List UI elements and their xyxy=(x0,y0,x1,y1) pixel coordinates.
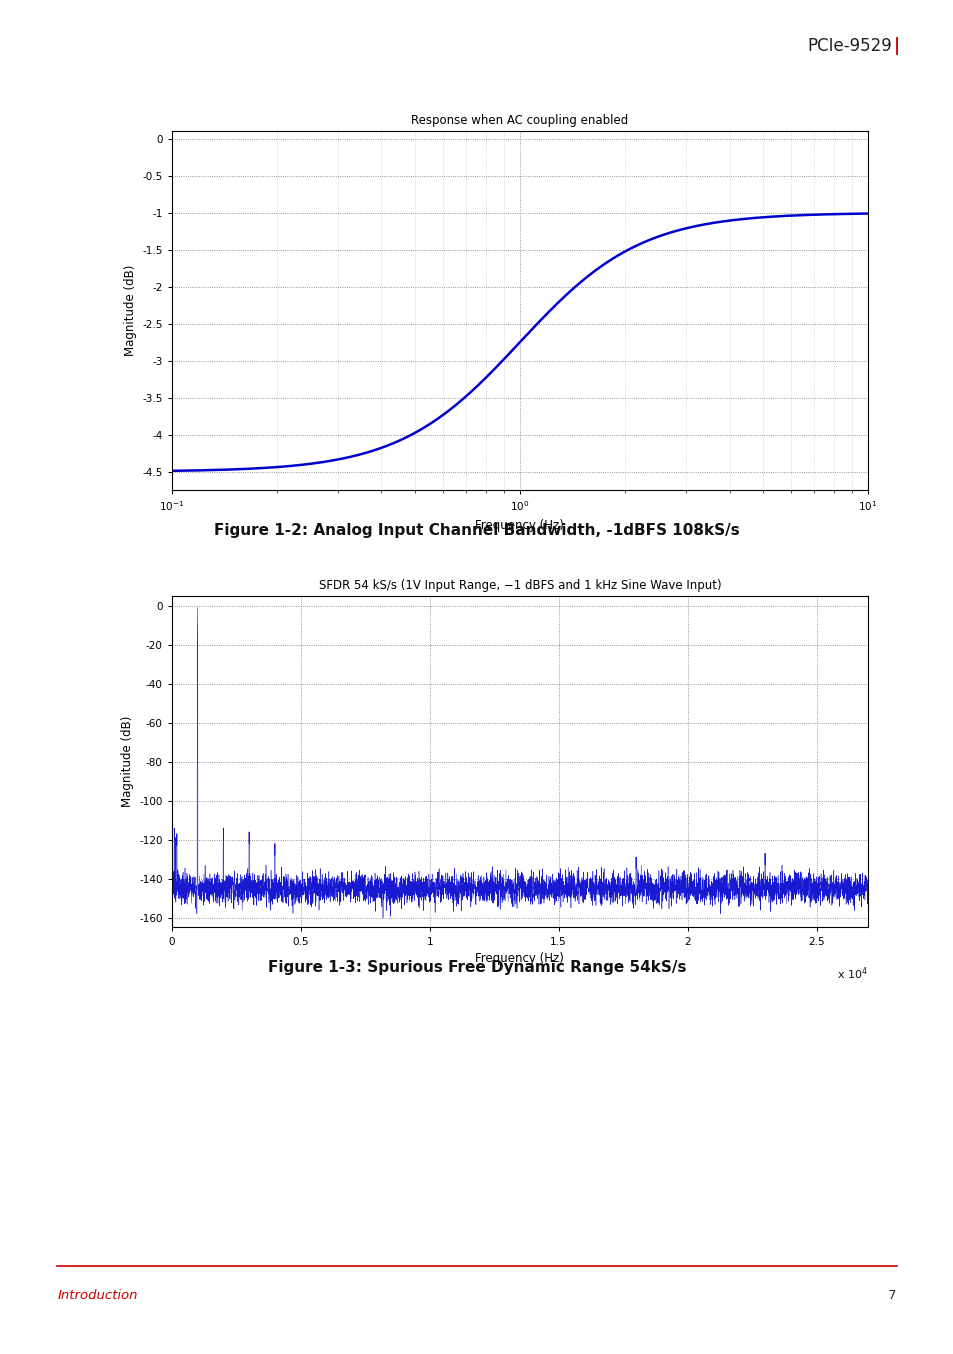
Y-axis label: Magnitude (dB): Magnitude (dB) xyxy=(120,716,133,807)
X-axis label: Frequency (Hz): Frequency (Hz) xyxy=(475,952,564,965)
Text: PCIe-9529: PCIe-9529 xyxy=(806,37,891,56)
Title: SFDR 54 kS/s (1V Input Range, −1 dBFS and 1 kHz Sine Wave Input): SFDR 54 kS/s (1V Input Range, −1 dBFS an… xyxy=(318,578,720,592)
Text: Figure 1-2: Analog Input Channel Bandwidth, -1dBFS 108kS/s: Figure 1-2: Analog Input Channel Bandwid… xyxy=(213,523,740,538)
Text: x 10$^4$: x 10$^4$ xyxy=(837,965,867,982)
Text: 7: 7 xyxy=(887,1289,896,1303)
Y-axis label: Magnitude (dB): Magnitude (dB) xyxy=(124,265,136,356)
Title: Response when AC coupling enabled: Response when AC coupling enabled xyxy=(411,114,628,127)
X-axis label: Frequency (Hz): Frequency (Hz) xyxy=(475,519,564,532)
Text: Figure 1-3: Spurious Free Dynamic Range 54kS/s: Figure 1-3: Spurious Free Dynamic Range … xyxy=(268,960,685,975)
Text: |: | xyxy=(893,37,899,56)
Text: Introduction: Introduction xyxy=(57,1289,137,1303)
